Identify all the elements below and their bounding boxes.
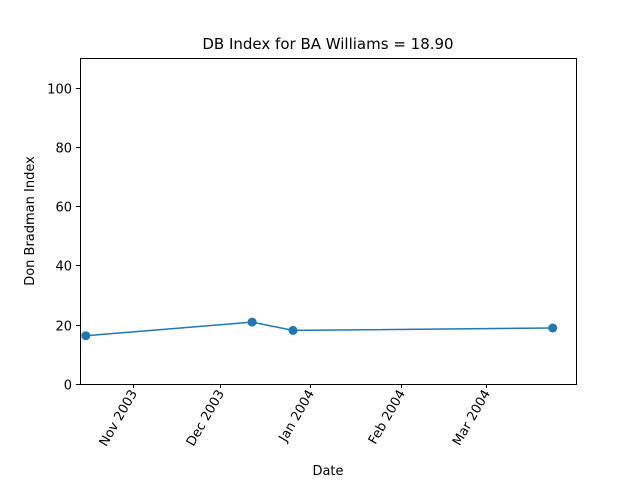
chart-title: DB Index for BA Williams = 18.90: [202, 35, 453, 53]
data-point-marker: [247, 317, 257, 327]
y-tick-label: 80: [55, 142, 72, 157]
y-tick-label: 0: [64, 379, 72, 394]
data-point-marker: [548, 323, 558, 333]
x-tick-label: Dec 2003: [184, 388, 228, 450]
data-point-marker: [288, 325, 298, 335]
x-tick-label: Feb 2004: [366, 388, 409, 448]
x-tick-label: Mar 2004: [450, 388, 494, 449]
x-axis-ticks: Nov 2003 Dec 2003 Jan 2004 Feb 2004 Mar 2004: [97, 384, 494, 449]
y-tick-label: 100: [47, 83, 72, 98]
y-tick-label: 20: [55, 320, 72, 335]
y-axis-title: Don Bradman Index: [23, 156, 38, 286]
series-line: [85, 321, 553, 337]
series-layer: [81, 317, 558, 341]
y-tick-label: 40: [55, 260, 72, 275]
plot-area-frame: [80, 58, 577, 385]
data-point-marker: [81, 331, 91, 341]
x-axis-title: Date: [312, 464, 343, 479]
y-tick-label: 60: [55, 201, 72, 216]
x-tick-label: Jan 2004: [276, 388, 318, 446]
y-axis-ticks: 0 20 40 60 80 100: [47, 83, 80, 394]
x-tick-label: Nov 2003: [97, 388, 141, 450]
